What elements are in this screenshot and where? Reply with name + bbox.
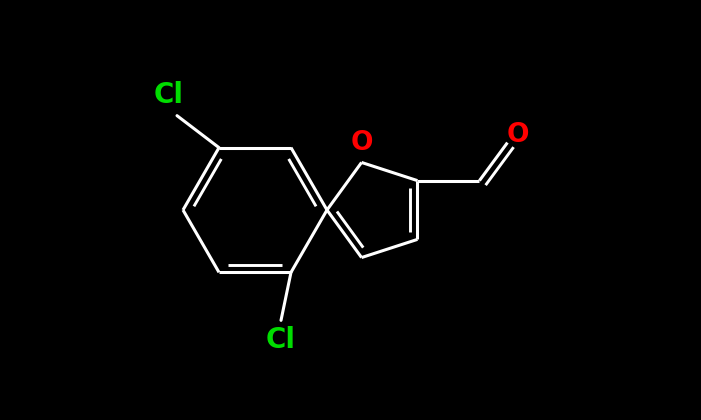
Text: Cl: Cl bbox=[154, 81, 184, 109]
Text: O: O bbox=[506, 122, 529, 147]
Text: O: O bbox=[350, 131, 373, 156]
Text: Cl: Cl bbox=[266, 326, 296, 354]
